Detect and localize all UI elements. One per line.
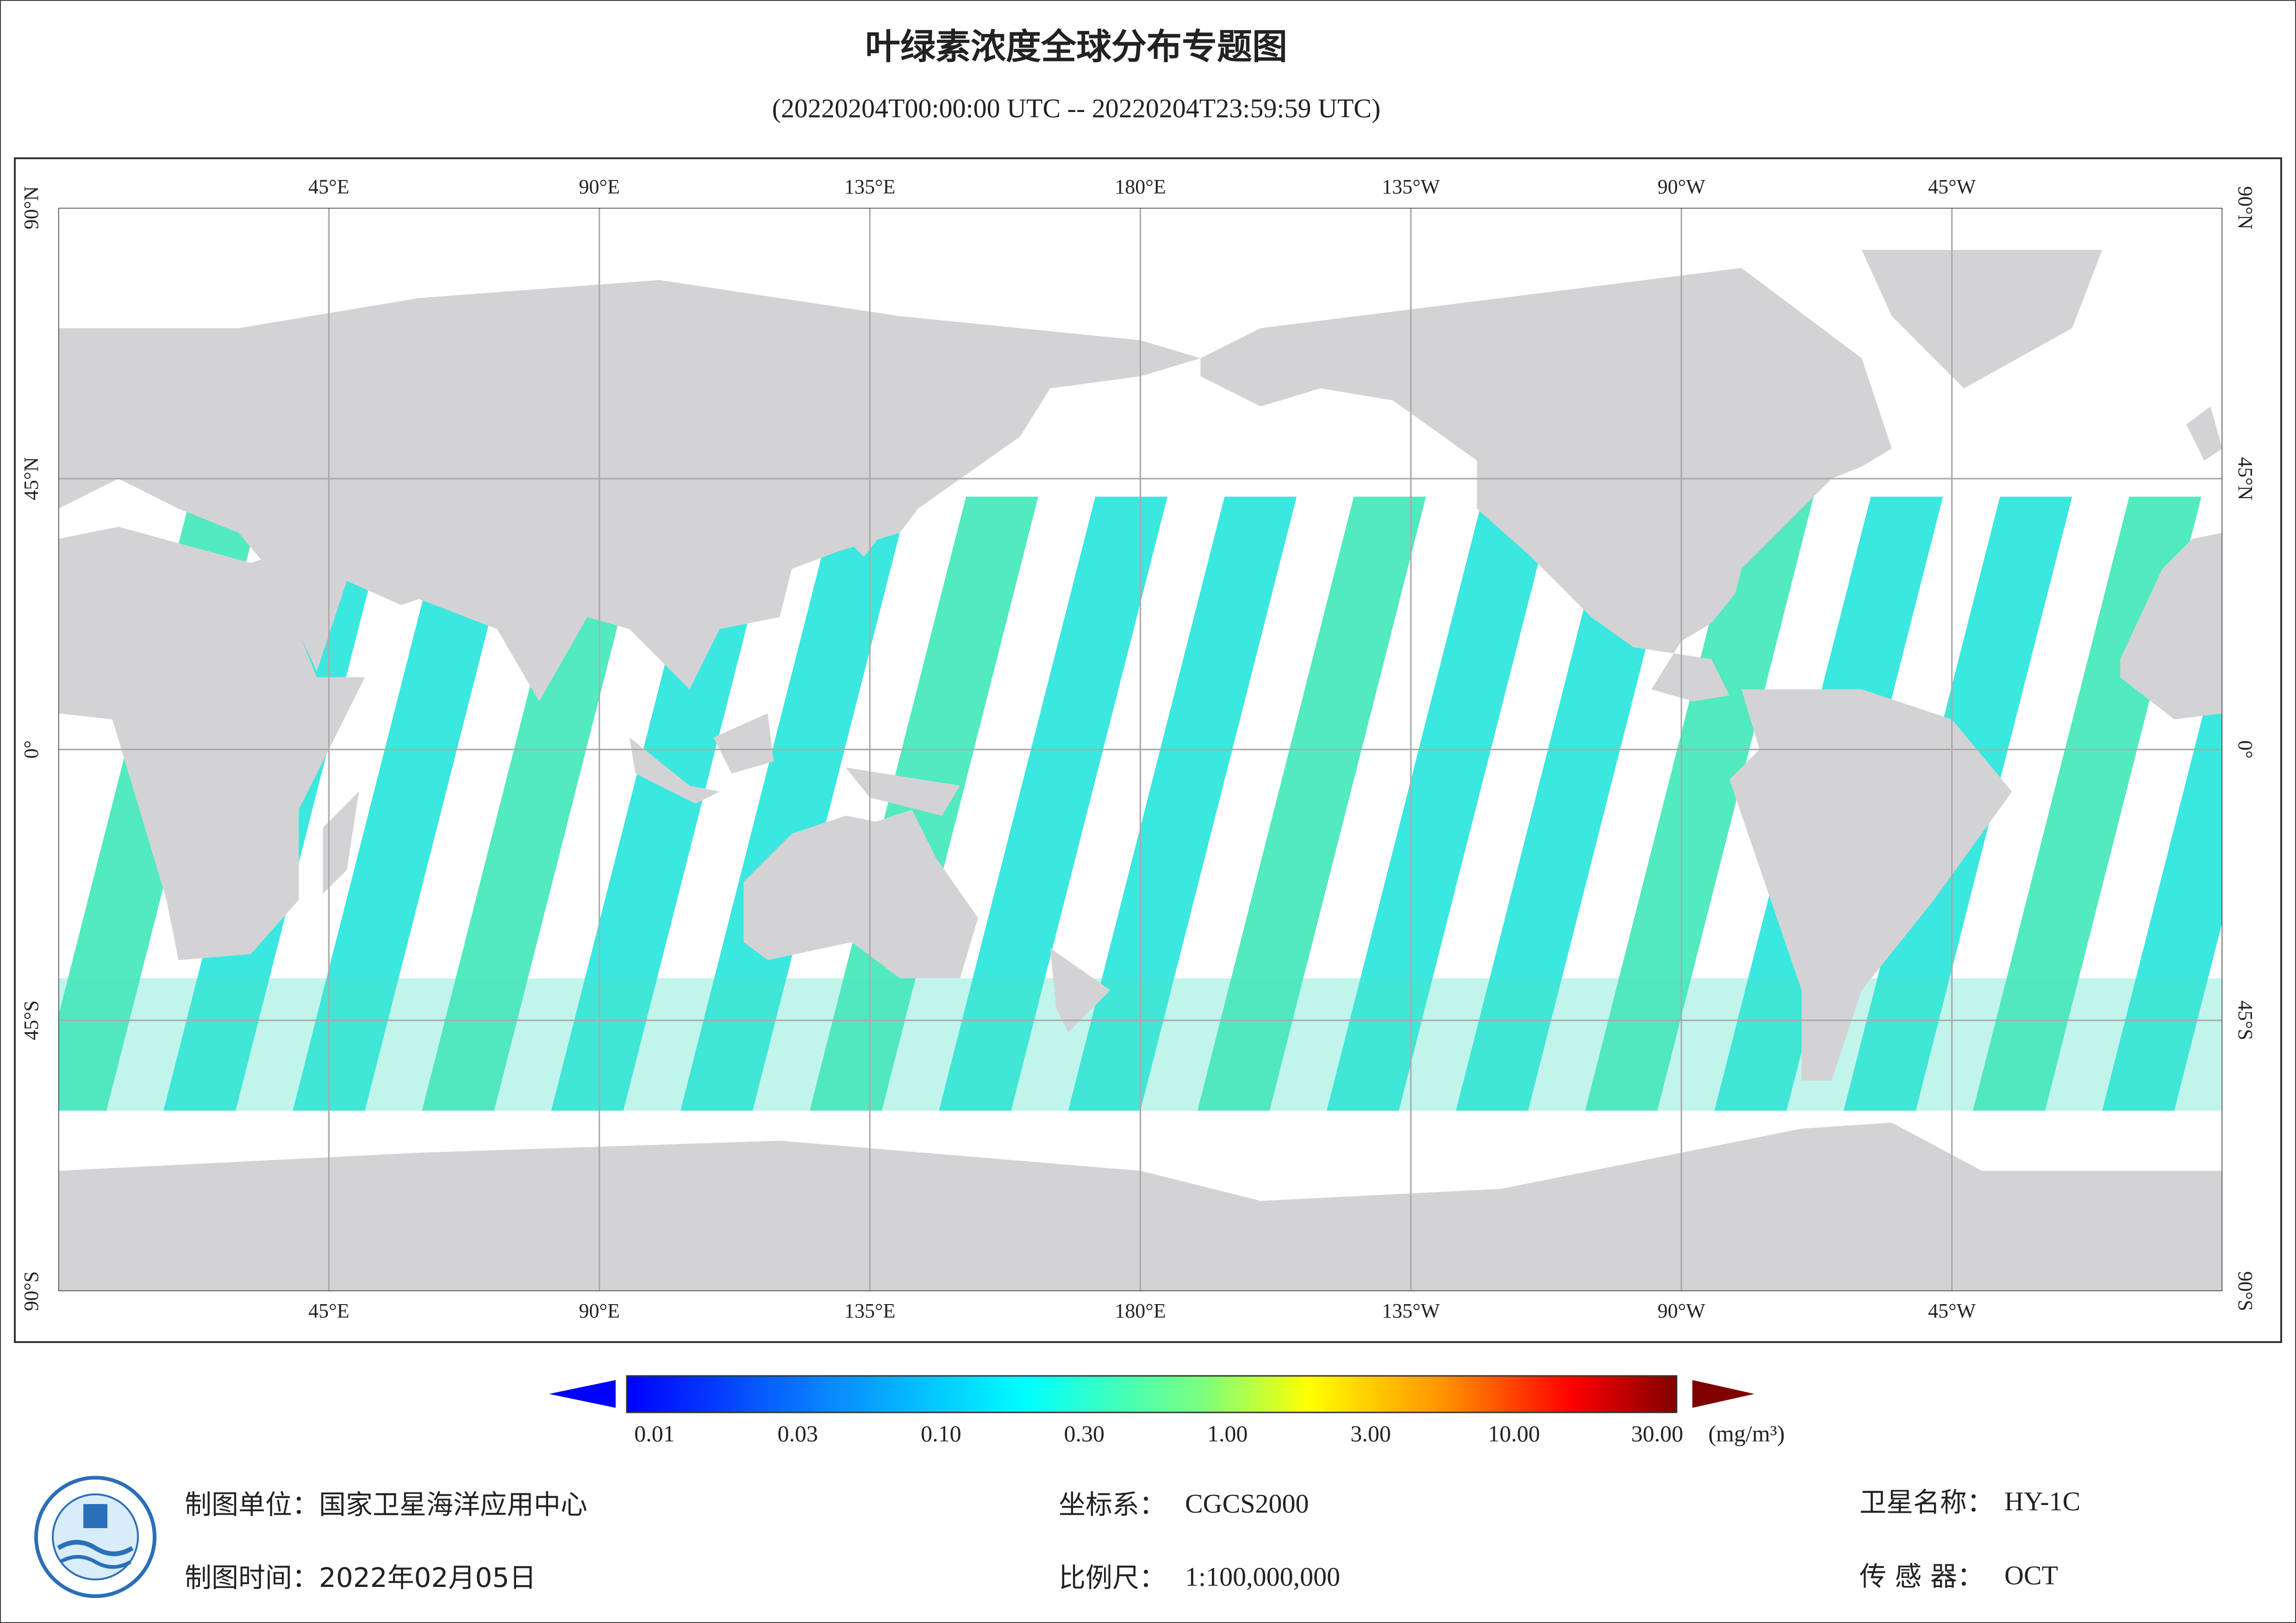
subtitle: (20220204T00:00:00 UTC -- 20220204T23:59…	[772, 93, 1381, 123]
colorbar	[626, 1375, 1678, 1413]
lat-label-right: 0°	[2234, 740, 2257, 759]
lon-label-top: 180°E	[1115, 175, 1166, 198]
swath	[1585, 497, 1814, 1111]
map	[58, 208, 2222, 1291]
lat-label-right: 45°N	[2234, 457, 2257, 500]
lat-label-right: 90°N	[2234, 186, 2257, 229]
lon-label-bottom: 45°W	[1928, 1300, 1976, 1322]
colorbar-label: 0.30	[1064, 1420, 1105, 1446]
swath	[680, 497, 909, 1111]
swath	[1456, 497, 1685, 1111]
lon-label-top: 135°W	[1382, 175, 1440, 198]
title: 叶绿素浓度全球分布专题图	[865, 26, 1287, 67]
lon-label-top: 90°E	[579, 175, 620, 198]
swath	[939, 497, 1167, 1111]
lat-label-left: 45°S	[20, 1001, 43, 1040]
lon-label-bottom: 45°E	[308, 1300, 349, 1322]
date-value: 2022年02月05日	[319, 1562, 536, 1593]
lon-label-top: 45°E	[308, 175, 349, 198]
swath	[1197, 497, 1426, 1111]
lat-label-left: 0°	[20, 740, 43, 759]
colorbar-label: 3.00	[1350, 1420, 1391, 1446]
lat-label-left: 90°N	[20, 186, 43, 229]
lon-label-bottom: 90°E	[579, 1300, 620, 1322]
lat-label-left: 90°S	[20, 1271, 43, 1311]
colorbar-label: 0.01	[634, 1420, 675, 1446]
colorbar-labels: 0.01 0.03 0.10 0.30 1.00 3.00 10.00 30.00	[634, 1420, 1683, 1446]
swath	[1068, 497, 1297, 1111]
axis-labels: 45°E 45°E 90°E 90°E 135°E 135°E 180°E 180°E 135°…	[20, 175, 2257, 1322]
map-frame	[14, 157, 2282, 1343]
satellite-value: HY-1C	[2004, 1486, 2080, 1516]
swath	[293, 497, 521, 1111]
lat-label-right: 90°S	[2234, 1271, 2257, 1311]
satellite: 卫星名称：	[1859, 1486, 1994, 1518]
lon-label-bottom: 135°E	[844, 1300, 895, 1322]
lon-label-bottom: 90°W	[1658, 1300, 1706, 1322]
scale-value: 1:100,000,000	[1185, 1561, 1340, 1592]
colorbar-label: 30.00	[1631, 1420, 1684, 1446]
graticule	[58, 208, 2222, 1291]
swath	[422, 497, 651, 1111]
lon-label-bottom: 135°W	[1382, 1300, 1440, 1322]
logo	[34, 1476, 156, 1598]
lon-label-bottom: 180°E	[1115, 1300, 1166, 1322]
crs: 坐标系：	[1059, 1489, 1166, 1520]
sensor-value: OCT	[2004, 1560, 2058, 1590]
lon-label-top: 90°W	[1658, 175, 1706, 198]
colorbar-low-arrow	[549, 1380, 616, 1408]
lat-label-left: 45°N	[20, 457, 43, 500]
lon-label-top: 135°E	[844, 175, 895, 198]
crs-value: CGCS2000	[1185, 1488, 1309, 1518]
scale: 比例尺：	[1059, 1562, 1166, 1593]
colorbar-label: 0.03	[778, 1420, 818, 1446]
swath	[1327, 497, 1555, 1111]
date-label: 制图时间：	[185, 1562, 319, 1593]
producer-value: 国家卫星海洋应用中心	[319, 1489, 587, 1520]
lon-label-top: 45°W	[1928, 175, 1976, 198]
date: 制图时间：2022年02月05日	[185, 1562, 536, 1593]
colorbar-label: 10.00	[1488, 1420, 1540, 1446]
producer-label: 制图单位：	[185, 1489, 319, 1520]
colorbar-label: 0.10	[921, 1420, 961, 1446]
producer: 制图单位：国家卫星海洋应用中心	[185, 1489, 587, 1520]
colorbar-high-arrow	[1692, 1380, 1754, 1408]
colorbar-label: 1.00	[1207, 1420, 1248, 1446]
lat-label-right: 45°S	[2234, 1001, 2257, 1040]
sensor: 传 感 器：	[1859, 1561, 1984, 1592]
swath	[551, 497, 780, 1111]
colorbar-unit: (mg/m³)	[1709, 1420, 1785, 1446]
